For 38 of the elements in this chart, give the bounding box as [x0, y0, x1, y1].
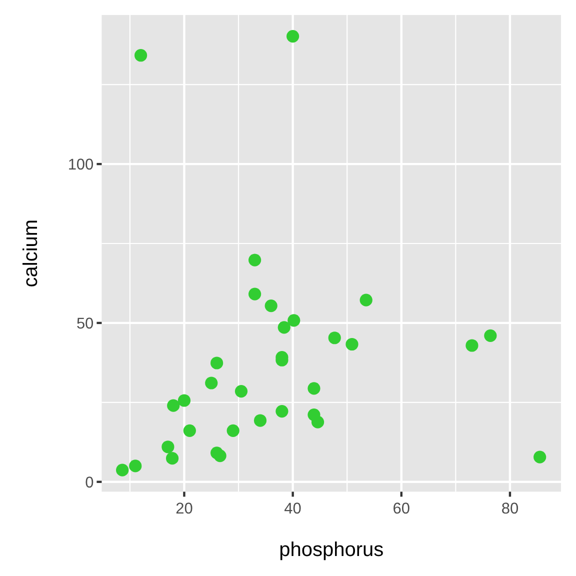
- point: [166, 452, 179, 465]
- point: [234, 384, 248, 398]
- point: [210, 356, 224, 370]
- point: [286, 30, 300, 43]
- point: [162, 440, 174, 454]
- point: [116, 464, 129, 476]
- point: [129, 460, 142, 472]
- x-tick-label: 20: [176, 500, 194, 518]
- point: [134, 49, 148, 62]
- point: [178, 394, 191, 407]
- point: [276, 404, 288, 418]
- point: [360, 294, 372, 306]
- x-axis-title: phosphorus: [279, 539, 384, 561]
- y-tick-label: 100: [68, 156, 94, 174]
- point: [254, 414, 267, 427]
- point: [278, 321, 290, 334]
- x-tick-label: 60: [392, 500, 410, 518]
- point: [183, 424, 196, 437]
- point: [308, 382, 320, 395]
- point: [288, 314, 300, 327]
- point: [311, 416, 324, 428]
- y-tick-label: 0: [85, 474, 94, 492]
- x-tick-label: 40: [284, 500, 302, 518]
- point: [248, 254, 262, 266]
- point: [328, 332, 341, 344]
- point: [248, 288, 262, 300]
- point: [226, 424, 240, 437]
- point: [264, 299, 278, 312]
- y-tick-label: 50: [76, 316, 94, 333]
- point: [484, 329, 497, 342]
- y-axis-title: calcium: [20, 219, 42, 288]
- point: [214, 449, 226, 462]
- point: [167, 399, 180, 412]
- point: [466, 339, 478, 352]
- point: [205, 376, 218, 390]
- point: [534, 450, 546, 464]
- point: [346, 338, 358, 351]
- x-tick-label: 80: [501, 500, 519, 518]
